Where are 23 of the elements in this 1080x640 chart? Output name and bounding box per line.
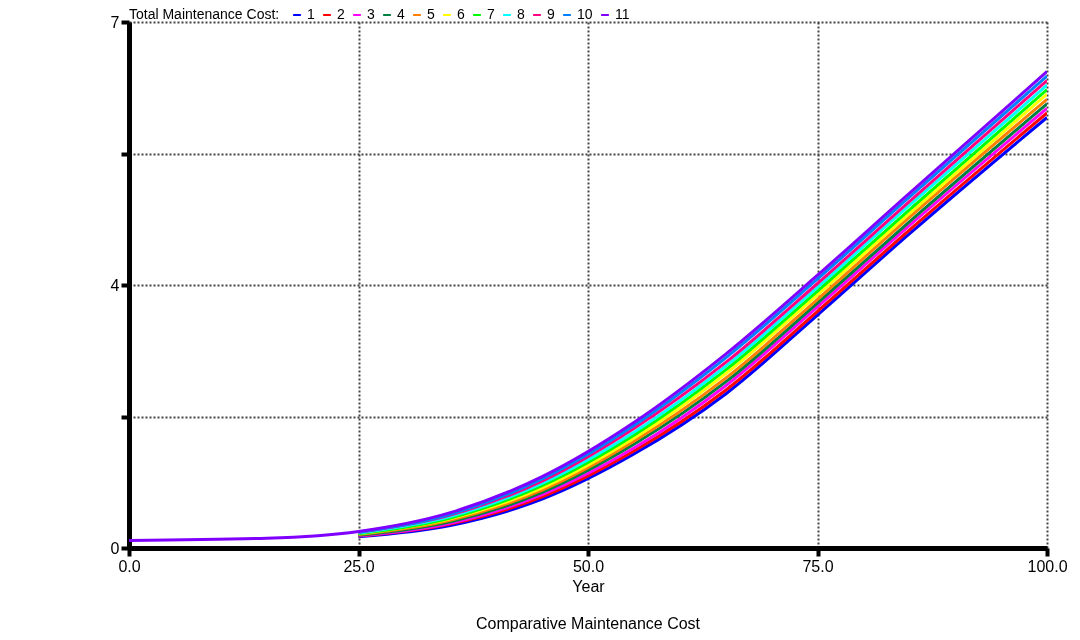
legend-label: 2 (337, 6, 345, 22)
legend-label: 5 (427, 6, 435, 22)
y-tick-label: 7 (110, 13, 120, 31)
x-tick-label: 0.0 (118, 557, 141, 575)
legend-label: 3 (367, 6, 375, 22)
x-tick-label: 75.0 (802, 557, 834, 575)
text: Comparative Maintenance Cost (475, 615, 701, 632)
x-axis-title: Year (572, 577, 606, 595)
legend-label: 11 (615, 6, 630, 22)
y-tick-label: 4 (110, 276, 120, 294)
legend-label: 10 (577, 6, 593, 22)
x-tick-label: 50.0 (572, 557, 605, 575)
line-series (129, 70, 1047, 542)
legend-label: 1 (307, 6, 315, 22)
legend-label: 6 (457, 6, 465, 22)
x-tick-label: 25.0 (343, 557, 375, 575)
legend-title: Total Maintenance Cost: (129, 6, 280, 22)
y-tick-label: 0 (110, 539, 120, 557)
legend-label: 4 (397, 6, 405, 22)
legend-label: 9 (547, 6, 555, 22)
legend-label: 7 (487, 6, 495, 22)
x-tick-label: 100.0 (1027, 557, 1068, 575)
legend-label: 8 (517, 6, 525, 22)
